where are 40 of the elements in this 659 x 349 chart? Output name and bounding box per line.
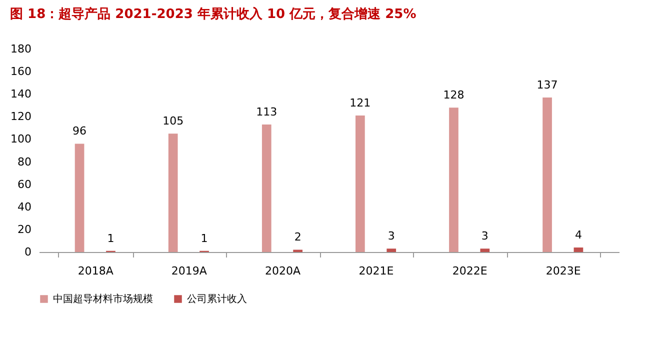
x-tick-label: 2018A xyxy=(78,264,114,278)
bar xyxy=(386,248,396,252)
data-label: 1 xyxy=(107,232,114,245)
data-label: 121 xyxy=(350,96,371,110)
y-tick-label: 0 xyxy=(24,246,32,258)
bar xyxy=(74,144,84,252)
bar xyxy=(480,248,490,252)
data-label: 105 xyxy=(162,114,184,128)
chart-title: 图 18：超导产品 2021-2023 年累计收入 10 亿元，复合增速 25% xyxy=(10,6,416,22)
bar xyxy=(356,116,365,252)
x-tick-label: 2022E xyxy=(452,264,488,278)
data-label: 128 xyxy=(443,88,464,102)
y-tick-label: 60 xyxy=(18,178,32,191)
data-label: 3 xyxy=(388,230,395,243)
data-label: 96 xyxy=(72,124,87,138)
data-label: 1 xyxy=(200,232,208,245)
y-tick-label: 160 xyxy=(10,65,32,78)
bar xyxy=(542,97,552,252)
data-label: 113 xyxy=(256,106,278,119)
y-tick-label: 40 xyxy=(18,200,32,214)
x-tick-label: 2023E xyxy=(546,264,581,278)
y-tick-label: 180 xyxy=(10,42,32,56)
x-tick-label: 2021E xyxy=(358,264,394,278)
bar xyxy=(262,124,272,252)
y-tick-label: 100 xyxy=(10,132,32,146)
data-label: 2 xyxy=(294,230,302,244)
data-label: 137 xyxy=(536,78,558,92)
data-label: 3 xyxy=(481,230,488,243)
data-label: 4 xyxy=(574,228,582,242)
y-tick-label: 80 xyxy=(18,155,32,168)
x-tick-label: 2019A xyxy=(171,264,208,278)
y-tick-label: 120 xyxy=(10,110,32,124)
x-tick-label: 2020A xyxy=(264,264,301,278)
bar xyxy=(574,247,584,252)
y-tick-label: 140 xyxy=(10,88,32,101)
legend-label: 公司累计收入 xyxy=(187,293,247,305)
bar xyxy=(449,108,458,252)
bar xyxy=(168,134,178,252)
y-tick-label: 20 xyxy=(18,222,32,236)
legend-label: 中国超导材料市场规模 xyxy=(53,293,153,305)
